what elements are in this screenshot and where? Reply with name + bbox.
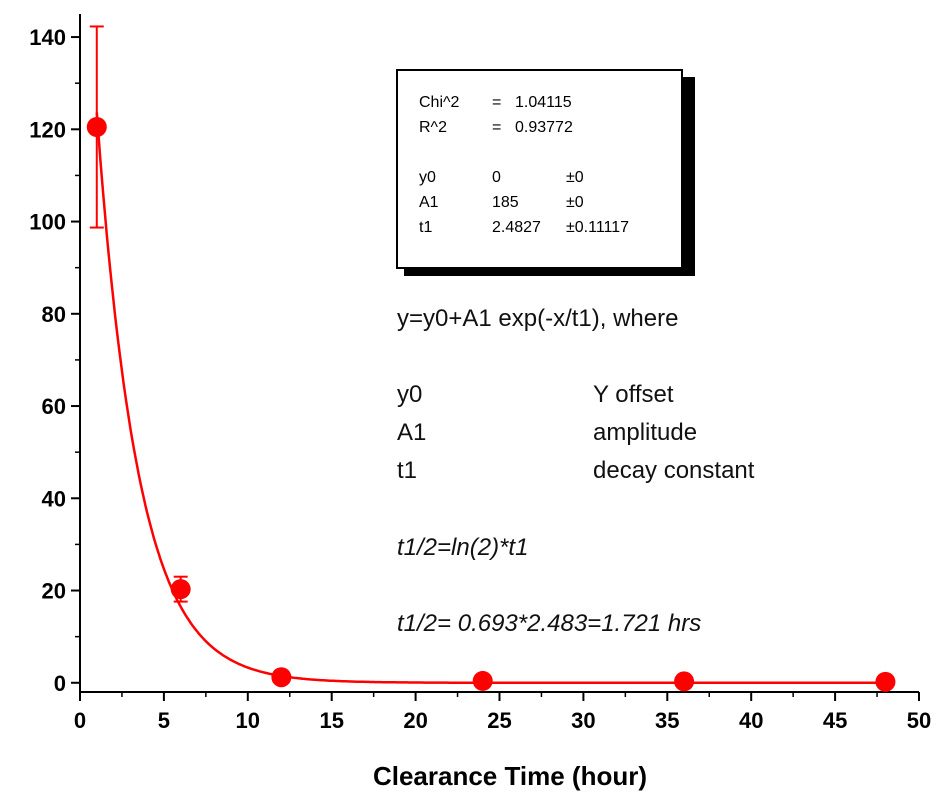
fit-table: Chi^2 = 1.04115 R^2 = 0.93772 y0 0 ±0 A1 185 ±0 t1 2.… (419, 94, 629, 236)
half-life-value: t1/2= 0.693*2.483=1.721 hrs (397, 610, 701, 637)
x-tick-label: 20 (403, 708, 427, 733)
x-tick-label: 25 (487, 708, 511, 733)
fit-table-cell: 2.4827 (492, 219, 541, 236)
y-tick-label: 20 (42, 579, 66, 604)
y-tick-label: 80 (42, 302, 66, 327)
fit-table-cell: ±0.11117 (566, 219, 629, 236)
x-tick-label: 0 (74, 708, 86, 733)
fit-table-cell: 185 (492, 194, 519, 211)
fit-box-frame (396, 69, 683, 269)
fit-table-cell: t1 (419, 219, 432, 236)
x-tick-label: 15 (319, 708, 343, 733)
x-tick-label: 40 (739, 708, 763, 733)
fit-table-cell: 1.04115 (515, 94, 572, 111)
x-tick-label: 50 (907, 708, 931, 733)
data-point (674, 671, 695, 692)
half-life-formula: t1/2=ln(2)*t1 (397, 534, 528, 561)
x-tick-label: 30 (571, 708, 595, 733)
fit-table-cell: 0 (492, 169, 501, 186)
x-tick-label: 35 (655, 708, 679, 733)
parameter-symbol: A1 (397, 419, 426, 446)
fit-table-cell: ±0 (566, 194, 584, 211)
fit-table-cell: = (492, 119, 501, 136)
fit-results-box: Chi^2 = 1.04115 R^2 = 0.93772 y0 0 ±0 A1 185 ±0 t1 2.… (396, 69, 695, 276)
y-tick-label: 120 (29, 117, 66, 142)
x-tick-label: 5 (158, 708, 170, 733)
y-tick-label: 140 (29, 25, 66, 50)
data-point (875, 671, 896, 692)
data-point (86, 117, 107, 137)
model-annotation: y=y0+A1 exp(-x/t1), where y0 Y offset A1 am… (397, 305, 755, 637)
y-tick-label: 60 (42, 394, 66, 419)
fit-table-cell: A1 (419, 194, 439, 211)
parameter-list: y0 Y offset A1 amplitude t1 decay constant (397, 381, 755, 484)
fit-table-cell: ±0 (566, 169, 584, 186)
axes: 0 5 10 15 20 25 30 35 40 45 50 0 20 40 60 80 100 120 140 (29, 14, 931, 733)
data-point (472, 670, 493, 691)
parameter-symbol: y0 (397, 381, 422, 408)
x-axis-title: Clearance Time (hour) (373, 761, 647, 791)
data-point (271, 667, 292, 688)
x-tick-label: 45 (823, 708, 847, 733)
data-points-layer (86, 25, 896, 692)
fit-table-cell: Chi^2 (419, 94, 460, 111)
data-point (170, 579, 191, 600)
fit-table-cell: R^2 (419, 119, 447, 136)
parameter-symbol: t1 (397, 457, 417, 484)
fit-table-cell: 0.93772 (515, 119, 573, 136)
fit-table-cell: y0 (419, 169, 436, 186)
x-tick-label: 10 (236, 708, 260, 733)
parameter-description: amplitude (593, 419, 697, 446)
fit-equation: y=y0+A1 exp(-x/t1), where (397, 305, 678, 332)
y-tick-label: 40 (42, 486, 66, 511)
fit-table-cell: = (492, 94, 501, 111)
parameter-description: decay constant (593, 457, 755, 484)
y-tick-label: 100 (29, 210, 66, 235)
parameter-description: Y offset (593, 381, 674, 408)
y-tick-label: 0 (54, 671, 66, 696)
